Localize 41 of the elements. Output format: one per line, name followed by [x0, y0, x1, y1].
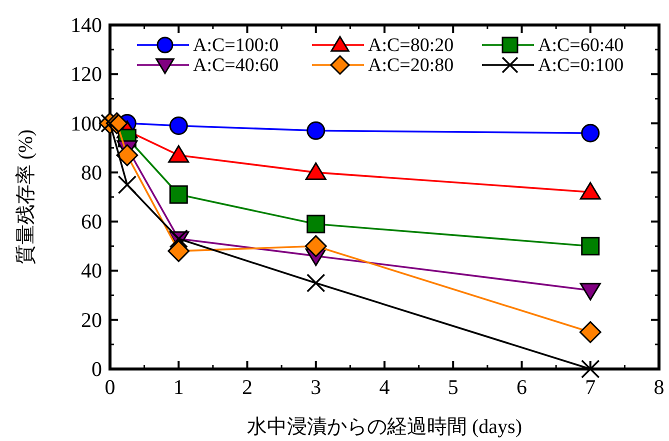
- y-tick-label: 20: [81, 308, 102, 332]
- x-tick-label: 2: [242, 375, 252, 399]
- x-tick-label: 5: [448, 375, 458, 399]
- point: [169, 116, 188, 135]
- point: [306, 121, 326, 140]
- point: [169, 185, 188, 204]
- x-tick-label: 7: [585, 375, 596, 399]
- point: [116, 144, 138, 166]
- point: [118, 175, 137, 194]
- legend-label: A:C=40:60: [193, 55, 279, 76]
- point: [580, 282, 601, 300]
- point: [579, 321, 602, 344]
- x-axis-title: 水中浸漬からの経過時間 (days): [247, 416, 522, 438]
- x-tick-label: 8: [654, 375, 664, 399]
- point: [168, 240, 190, 262]
- y-tick-label: 0: [92, 357, 102, 381]
- legend-label: A:C=20:80: [368, 55, 454, 76]
- point: [306, 274, 326, 292]
- legend-label: A:C=100:0: [193, 35, 279, 56]
- point: [581, 236, 600, 256]
- point: [580, 360, 600, 378]
- x-tick-label: 3: [310, 375, 322, 399]
- y-tick-label: 140: [70, 13, 102, 37]
- x-tick-label: 4: [379, 375, 390, 399]
- y-tick-label: 100: [70, 111, 102, 136]
- y-tick-label: 120: [70, 62, 102, 86]
- point: [304, 235, 327, 258]
- x-tick-label: 1: [173, 375, 184, 399]
- x-tick-label: 6: [516, 375, 527, 399]
- point: [581, 124, 600, 142]
- y-tick-label: 80: [81, 160, 102, 184]
- legend-label: A:C=80:20: [368, 35, 454, 56]
- point: [306, 214, 326, 234]
- legend-label: A:C=0:100: [538, 55, 624, 76]
- y-axis-title: 質量残存率 (%): [15, 130, 37, 264]
- y-tick-label: 60: [81, 210, 102, 234]
- point: [168, 145, 190, 163]
- point: [580, 182, 601, 200]
- y-tick-label: 40: [81, 258, 102, 283]
- legend-label: A:C=60:40: [538, 35, 624, 56]
- point: [305, 162, 326, 180]
